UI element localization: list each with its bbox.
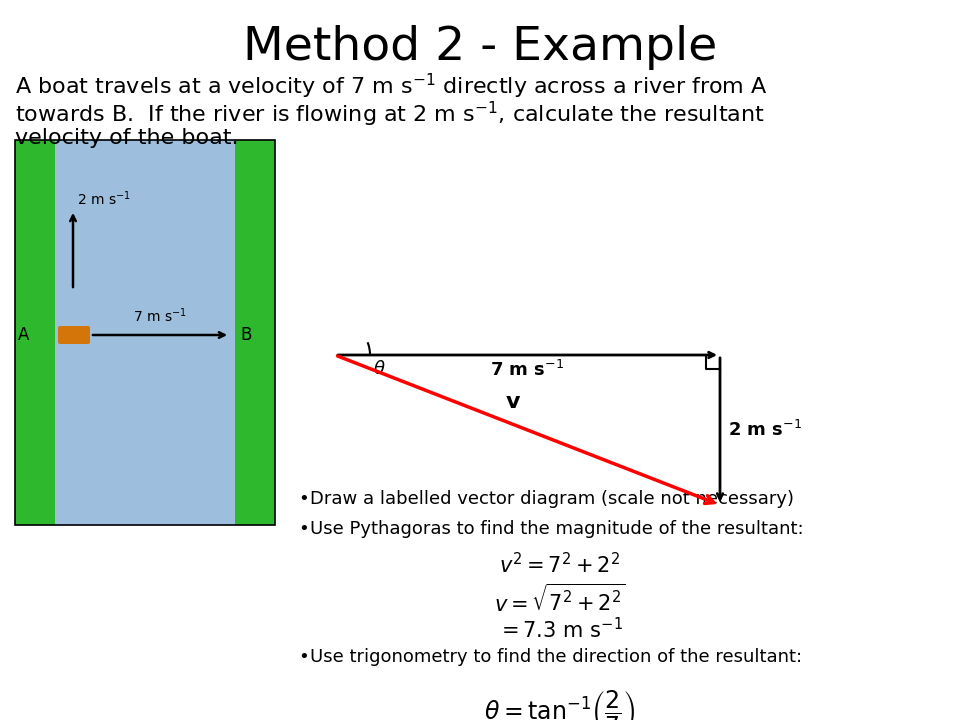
Text: A: A	[18, 326, 30, 344]
Text: $v^2 = 7^2 + 2^2$: $v^2 = 7^2 + 2^2$	[499, 552, 620, 577]
Bar	[235, 140, 275, 525]
Text: Use trigonometry to find the direction of the resultant:: Use trigonometry to find the direction o…	[310, 648, 803, 666]
Bar	[15, 140, 55, 525]
Text: •: •	[298, 520, 309, 538]
Text: 7 m s$^{-1}$: 7 m s$^{-1}$	[133, 307, 187, 325]
Text: Use Pythagoras to find the magnitude of the resultant:: Use Pythagoras to find the magnitude of …	[310, 520, 804, 538]
Text: •: •	[298, 490, 309, 508]
Text: towards B.  If the river is flowing at 2 m s$^{-1}$, calculate the resultant: towards B. If the river is flowing at 2 …	[15, 100, 765, 129]
Text: Method 2 - Example: Method 2 - Example	[243, 25, 717, 70]
Text: velocity of the boat.: velocity of the boat.	[15, 128, 238, 148]
Text: 2 m s$^{-1}$: 2 m s$^{-1}$	[728, 420, 803, 440]
Text: $v = \sqrt{7^2 + 2^2}$: $v = \sqrt{7^2 + 2^2}$	[494, 584, 626, 616]
Text: $\theta = \tan^{-1}\!\left(\dfrac{2}{7}\right)$: $\theta = \tan^{-1}\!\left(\dfrac{2}{7}\…	[484, 688, 636, 720]
Text: $= 7.3\ \mathrm{m\ s^{-1}}$: $= 7.3\ \mathrm{m\ s^{-1}}$	[497, 617, 623, 642]
Text: 7 m s$^{-1}$: 7 m s$^{-1}$	[491, 360, 564, 380]
FancyBboxPatch shape	[58, 326, 90, 344]
Text: v: v	[505, 392, 519, 412]
Text: Draw a labelled vector diagram (scale not necessary): Draw a labelled vector diagram (scale no…	[310, 490, 794, 508]
Text: B: B	[240, 326, 252, 344]
Text: •: •	[298, 648, 309, 666]
Bar	[15, 140, 275, 525]
Text: 2 m s$^{-1}$: 2 m s$^{-1}$	[77, 189, 131, 208]
Text: $\theta$: $\theta$	[373, 360, 386, 378]
Text: A boat travels at a velocity of 7 m s$^{-1}$ directly across a river from A: A boat travels at a velocity of 7 m s$^{…	[15, 72, 768, 102]
Bar	[55, 140, 235, 525]
